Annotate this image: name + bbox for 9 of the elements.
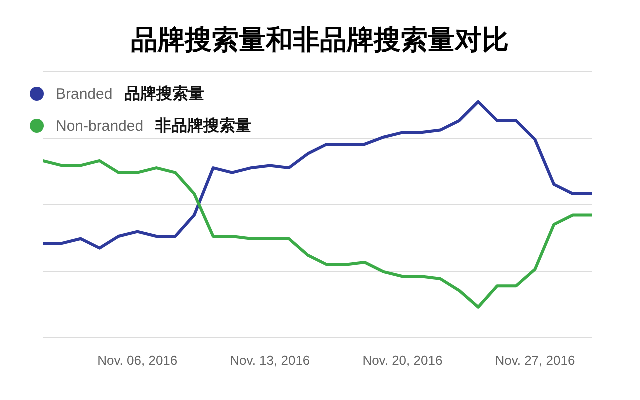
legend-label: Branded (56, 86, 113, 102)
annotation: 非品牌搜索量 (156, 116, 252, 136)
x-tick-label: Nov. 27, 2016 (495, 353, 576, 368)
x-tick-label: Nov. 20, 2016 (362, 353, 443, 368)
x-tick-label: Nov. 06, 2016 (98, 353, 178, 368)
chart-title: 品牌搜索量和非品牌搜索量对比 (130, 24, 510, 58)
annotation: 品牌搜索量 (124, 84, 205, 104)
legend-label: Non-branded (56, 118, 144, 134)
x-tick-label: Nov. 13, 2016 (230, 353, 310, 368)
